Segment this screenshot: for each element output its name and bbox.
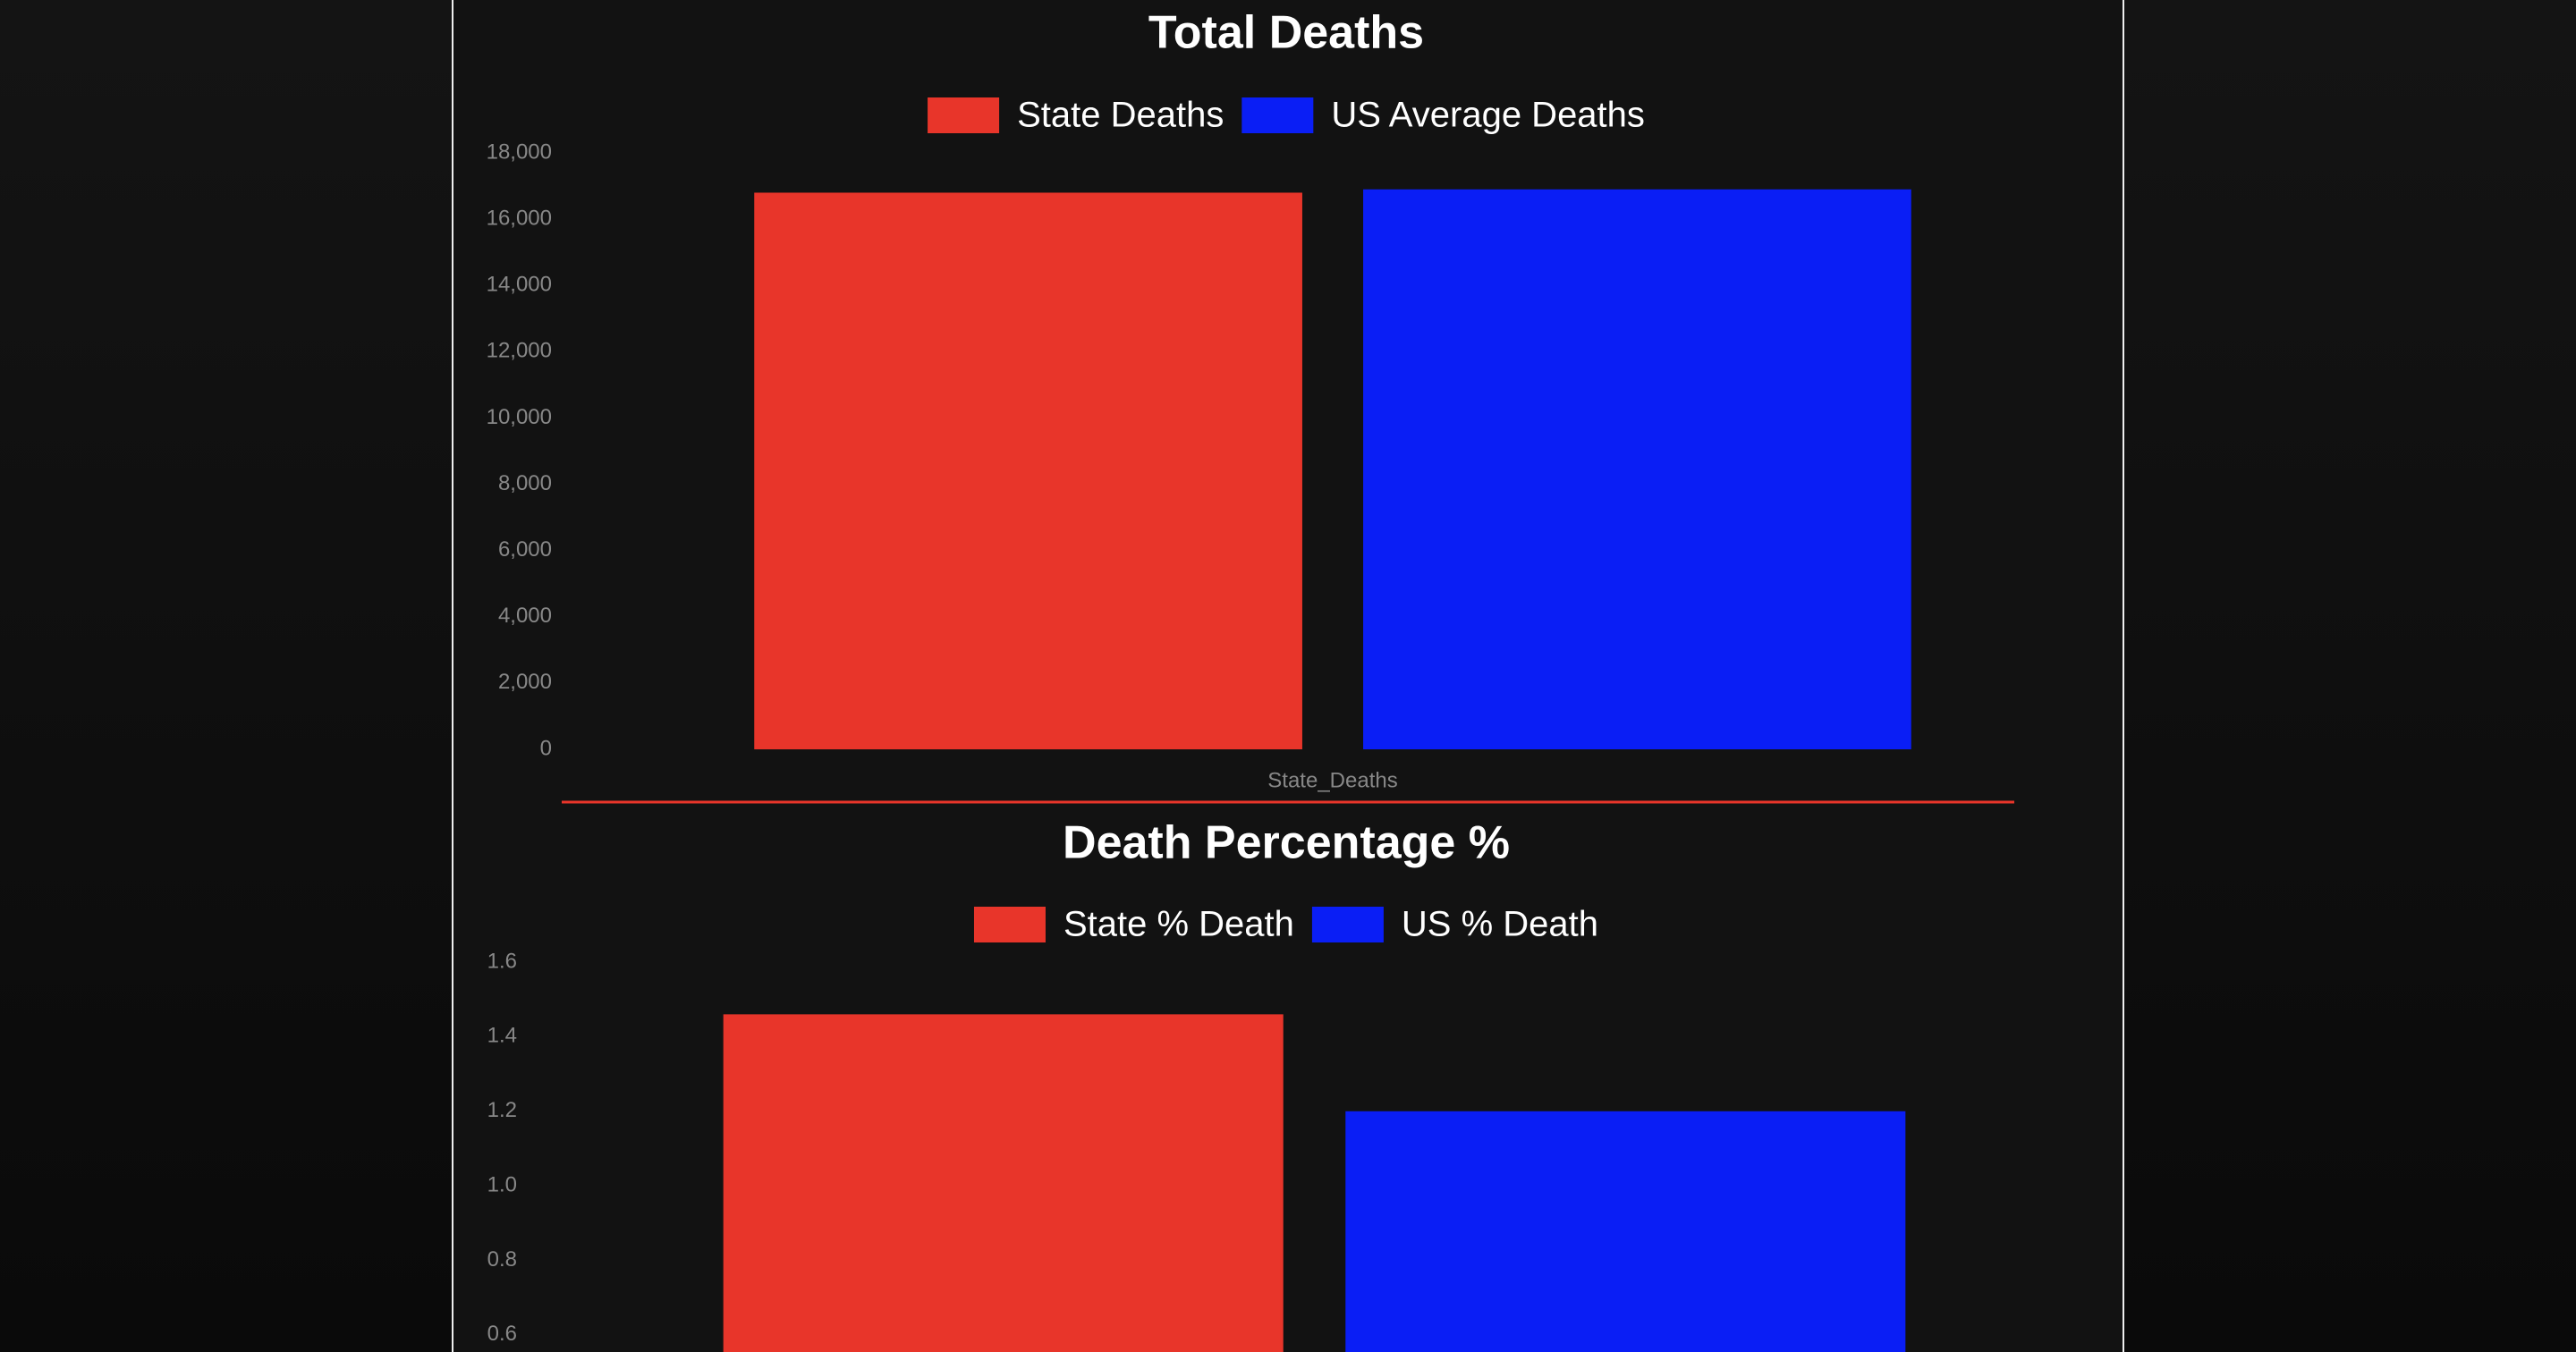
y-tick-label: 6,000 xyxy=(498,537,552,562)
y-tick-label: 4,000 xyxy=(498,604,552,628)
legend-label: US Average Deaths xyxy=(1331,96,1645,135)
chart-title: Death Percentage % xyxy=(1063,817,1510,869)
y-tick-label: 1.2 xyxy=(487,1098,517,1122)
y-tick-label: 0.8 xyxy=(487,1247,517,1272)
y-tick-label: 18,000 xyxy=(487,139,552,164)
legend-swatch xyxy=(1311,907,1384,942)
y-tick-label: 0.6 xyxy=(487,1322,517,1346)
y-tick-label: 1.0 xyxy=(487,1172,517,1196)
x-tick-label: State_Deaths xyxy=(1267,768,1397,792)
bar xyxy=(754,192,1302,749)
legend-swatch xyxy=(1241,97,1314,133)
y-tick-label: 1.6 xyxy=(487,949,517,973)
legend-swatch xyxy=(973,907,1046,942)
bar xyxy=(1345,1111,1906,1352)
legend-swatch xyxy=(928,97,1000,133)
y-tick-label: 2,000 xyxy=(498,670,552,694)
legend-label: State Deaths xyxy=(1017,96,1224,135)
y-tick-label: 10,000 xyxy=(487,405,552,429)
y-tick-label: 14,000 xyxy=(487,273,552,297)
bar xyxy=(723,1014,1284,1352)
y-tick-label: 16,000 xyxy=(487,206,552,230)
y-tick-label: 12,000 xyxy=(487,339,552,363)
y-tick-label: 0 xyxy=(540,736,552,760)
legend-label: State % Death xyxy=(1063,905,1294,944)
bar xyxy=(1363,189,1911,749)
legend-label: US % Death xyxy=(1402,905,1598,944)
y-tick-label: 8,000 xyxy=(498,471,552,495)
y-tick-label: 1.4 xyxy=(487,1024,517,1048)
chart-title: Total Deaths xyxy=(1148,7,1424,59)
